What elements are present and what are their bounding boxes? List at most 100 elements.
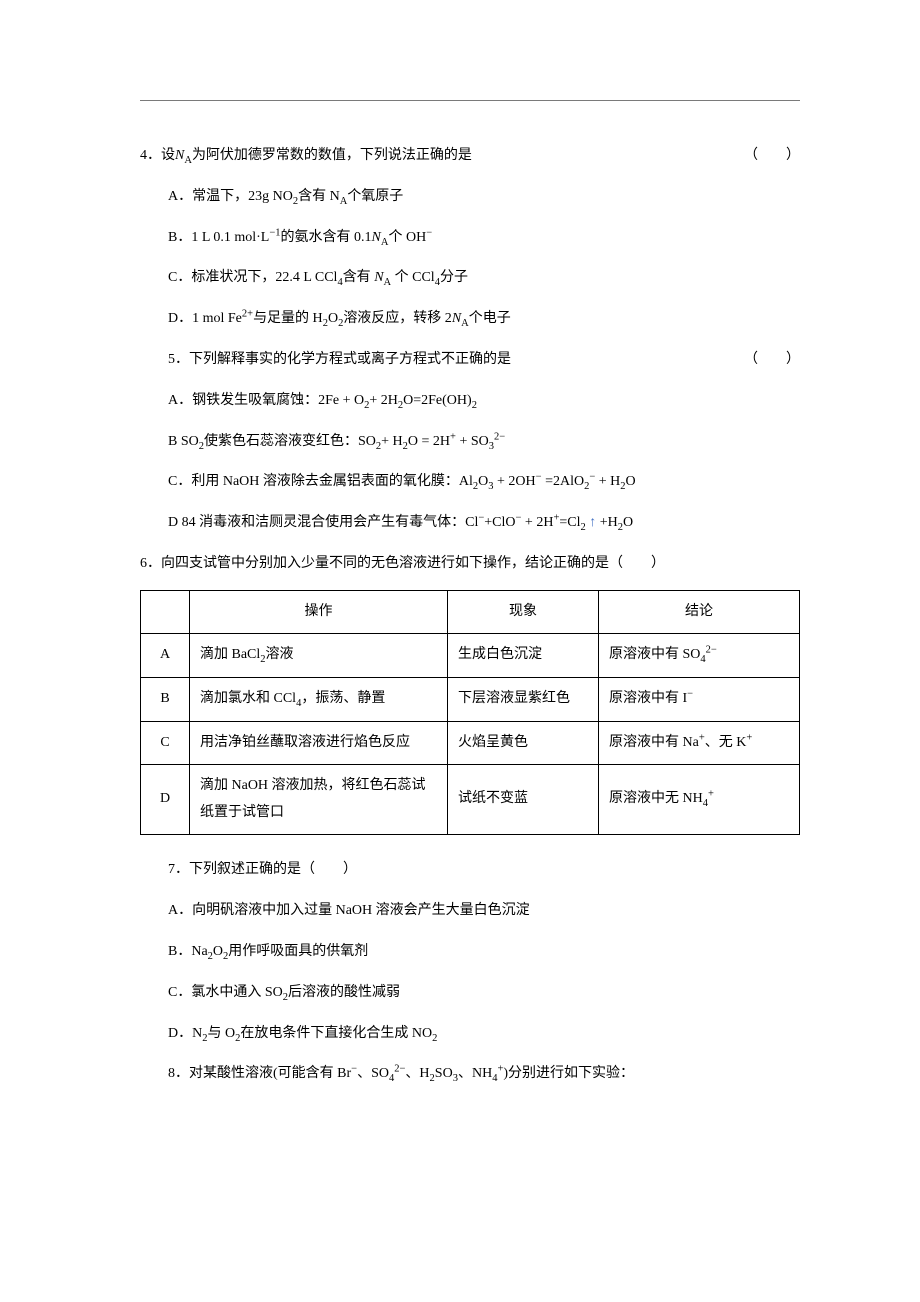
q5-D-4: =Cl	[559, 515, 580, 530]
q4-na-sub: A	[184, 155, 192, 166]
row-key: D	[141, 765, 190, 835]
q8-stem: 8．对某酸性溶液(可能含有 Br−、SO42−、H2SO3、NH4+)分别进行如…	[140, 1059, 800, 1090]
q7-B-2: O	[213, 944, 223, 959]
row-ph: 试纸不变蓝	[448, 765, 599, 835]
q5-t1: 5．下列解释事实的化学方程式或离子方程式不正确的是	[168, 352, 511, 367]
row-ph: 下层溶液显紫红色	[448, 677, 599, 721]
q4-C: C．标准状况下，22.4 L CCl4含有 NA 个 CCl4分子	[140, 263, 800, 294]
row-key: A	[141, 634, 190, 678]
q4-C-s2: A	[384, 277, 392, 288]
row-ph: 火焰呈黄色	[448, 721, 599, 765]
q4-D-1: D．1 mol Fe	[168, 311, 242, 326]
th-blank	[141, 590, 190, 634]
q8-1: 8．对某酸性溶液(可能含有 Br	[168, 1066, 351, 1081]
q5-D-1: D 84 消毒液和洁厕灵混合使用会产生有毒气体：Cl	[168, 515, 478, 530]
q7-C-1: C．氯水中通入 SO	[168, 985, 283, 1000]
table-row: C 用洁净铂丝蘸取溶液进行焰色反应 火焰呈黄色 原溶液中有 Na+、无 K+	[141, 721, 800, 765]
q5-B-3: + H	[381, 434, 403, 449]
page: 4．设NA为阿伏加德罗常数的数值，下列说法正确的是 （ ） A．常温下，23g …	[0, 0, 920, 1302]
q5-B-s5: 3	[489, 440, 494, 451]
row-con: 原溶液中有 SO42−	[599, 634, 800, 678]
q5-C: C．利用 NaOH 溶液除去金属铝表面的氧化膜：Al2O3 + 2OH− =2A…	[140, 467, 800, 498]
q5-D-2: +ClO	[484, 515, 515, 530]
q8-2: 、SO	[357, 1066, 389, 1081]
q4-C-3: 个 CCl	[395, 270, 435, 285]
q5-A-3: O=2Fe(OH)	[403, 393, 472, 408]
q4-D-s4: A	[461, 318, 469, 329]
q4-D-5: 个电子	[469, 311, 511, 326]
row-op: 滴加 BaCl2溶液	[190, 634, 448, 678]
q7-D: D．N2与 O2在放电条件下直接化合生成 NO2	[140, 1019, 800, 1050]
q8-4: SO	[435, 1066, 453, 1081]
top-divider	[140, 100, 800, 101]
q7-D-s3: 2	[432, 1032, 437, 1043]
q4-t2: 为阿伏加德罗常数的数值，下列说法正确的是	[192, 148, 472, 163]
q5-A-1: A．钢铁发生吸氧腐蚀：2Fe + O	[168, 393, 364, 408]
q4-B-s3: −	[426, 227, 432, 238]
q4-C-1: C．标准状况下，22.4 L CCl	[168, 270, 337, 285]
q5-B-5: + SO	[456, 434, 489, 449]
q4-B-2: 的氨水含有 0.1	[281, 230, 372, 245]
q7-D-3: 在放电条件下直接化合生成 NO	[240, 1026, 432, 1041]
q8-5: 、NH	[458, 1066, 492, 1081]
q5-D-6: +H	[600, 515, 618, 530]
q7-D-2: 与 O	[207, 1026, 235, 1041]
q4-B-1: B．1 L 0.1 mol·L	[168, 230, 269, 245]
q5-stem: 5．下列解释事实的化学方程式或离子方程式不正确的是 （ ）	[140, 345, 800, 376]
q5-B-2: 使紫色石蕊溶液变红色：SO	[204, 434, 376, 449]
th-ph: 现象	[448, 590, 599, 634]
q4-stem: 4．设NA为阿伏加德罗常数的数值，下列说法正确的是 （ ）	[140, 141, 800, 172]
q4-B-3: 个 OH	[388, 230, 426, 245]
q5-A: A．钢铁发生吸氧腐蚀：2Fe + O2+ 2H2O=2Fe(OH)2	[140, 386, 800, 417]
th-op: 操作	[190, 590, 448, 634]
row-key: C	[141, 721, 190, 765]
q5-C-6: O	[626, 474, 636, 489]
q4-B-s1: −1	[269, 227, 280, 238]
q4-A-1: A．常温下，23g NO	[168, 189, 293, 204]
row-con: 原溶液中有 I−	[599, 677, 800, 721]
q4-D: D．1 mol Fe2+与足量的 H2O2溶液反应，转移 2NA个电子	[140, 304, 800, 335]
row-op: 用洁净铂丝蘸取溶液进行焰色反应	[190, 721, 448, 765]
th-con: 结论	[599, 590, 800, 634]
q5-C-5: + H	[595, 474, 620, 489]
q5-C-1: C．利用 NaOH 溶液除去金属铝表面的氧化膜：Al	[168, 474, 473, 489]
q5-A-2: + 2H	[369, 393, 398, 408]
q5-C-2: O	[478, 474, 488, 489]
row-ph: 生成白色沉淀	[448, 634, 599, 678]
q4-B-na: N	[372, 230, 381, 245]
row-op: 滴加 NaOH 溶液加热，将红色石蕊试纸置于试管口	[190, 765, 448, 835]
q5-B: B SO2使紫色石蕊溶液变红色：SO2+ H2O = 2H+ + SO32−	[140, 427, 800, 458]
q4-D-3: O	[328, 311, 338, 326]
row-con: 原溶液中有 Na+、无 K+	[599, 721, 800, 765]
q4-paren: （ ）	[744, 141, 800, 172]
q4-na: N	[175, 148, 184, 163]
q5-D-3: + 2H	[521, 515, 553, 530]
q5-C-4: =2AlO	[542, 474, 585, 489]
q5-A-s3: 2	[472, 400, 477, 411]
q5-D: D 84 消毒液和洁厕灵混合使用会产生有毒气体：Cl−+ClO− + 2H+=C…	[140, 508, 800, 539]
q5-B-s6: 2−	[494, 431, 505, 442]
table-header-row: 操作 现象 结论	[141, 590, 800, 634]
q4-D-2: 与足量的 H	[253, 311, 323, 326]
q8-3: 、H	[405, 1066, 429, 1081]
q4-A: A．常温下，23g NO2含有 NA个氧原子	[140, 182, 800, 213]
q4-C-4: 分子	[440, 270, 468, 285]
q8-6: )分别进行如下实验：	[503, 1066, 634, 1081]
q5-B-4: O = 2H	[408, 434, 450, 449]
q7-C-2: 后溶液的酸性减弱	[288, 985, 400, 1000]
q6-stem: 6．向四支试管中分别加入少量不同的无色溶液进行如下操作，结论正确的是（ ）	[140, 549, 800, 580]
q7-B-1: B．Na	[168, 944, 208, 959]
q7-D-1: D．N	[168, 1026, 202, 1041]
q4-D-s1: 2+	[242, 309, 253, 320]
row-key: B	[141, 677, 190, 721]
q4-C-2: 含有	[343, 270, 371, 285]
q7-B: B．Na2O2用作呼吸面具的供氧剂	[140, 937, 800, 968]
q4-A-3: 个氧原子	[347, 189, 403, 204]
q4-A-2: 含有 N	[298, 189, 340, 204]
q5-D-arrow: ↑	[586, 515, 600, 530]
q4-C-na: N	[374, 270, 383, 285]
q7-stem: 7．下列叙述正确的是（ ）	[140, 855, 800, 886]
row-op: 滴加氯水和 CCl4，振荡、静置	[190, 677, 448, 721]
q4-D-4: 溶液反应，转移 2	[343, 311, 452, 326]
q5-C-3: + 2OH	[494, 474, 536, 489]
